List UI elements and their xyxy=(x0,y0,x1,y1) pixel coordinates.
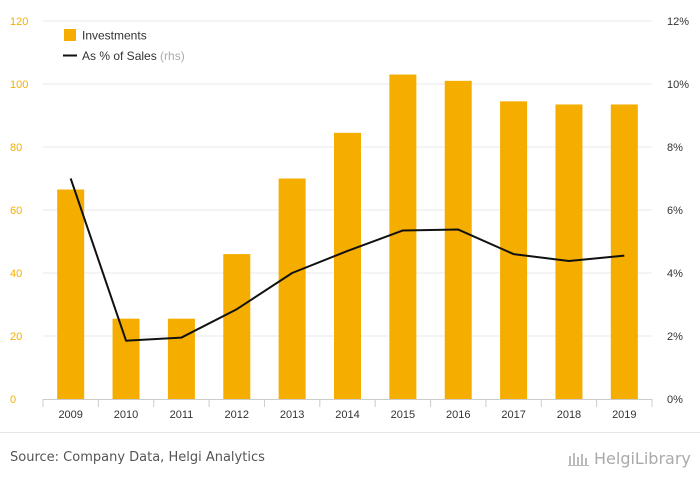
bar-investments xyxy=(334,132,361,399)
x-tick-label: 2009 xyxy=(58,409,82,421)
bar-investments xyxy=(444,80,472,399)
y-left-tick-label: 0 xyxy=(10,394,16,406)
bar-investments xyxy=(112,318,140,399)
x-tick-label: 2014 xyxy=(335,409,359,421)
bar-investments xyxy=(610,104,638,399)
library-icon xyxy=(568,450,590,470)
x-tick-label: 2013 xyxy=(280,409,304,421)
source-note: Source: Company Data, Helgi Analytics xyxy=(10,450,265,465)
legend-swatch-investments xyxy=(64,29,76,41)
y-right-tick-label: 6% xyxy=(667,205,683,217)
x-tick-label: 2018 xyxy=(557,409,581,421)
x-tick-label: 2011 xyxy=(170,409,194,421)
x-tick-label: 2016 xyxy=(446,409,470,421)
y-right-tick-label: 8% xyxy=(667,142,683,154)
x-tick-label: 2015 xyxy=(391,409,415,421)
brand-logo[interactable]: HelgiLibrary xyxy=(568,449,691,470)
bar-investments xyxy=(57,189,85,399)
y-left-tick-label: 120 xyxy=(10,16,28,28)
y-right-tick-label: 4% xyxy=(667,268,683,280)
bar-investments xyxy=(555,104,583,399)
y-right-tick-label: 2% xyxy=(667,331,683,343)
bar-investments xyxy=(223,254,251,399)
legend-label-investments: Investments xyxy=(82,29,147,43)
x-tick-label: 2019 xyxy=(612,409,636,421)
y-right-tick-label: 0% xyxy=(667,394,683,406)
y-left-tick-label: 40 xyxy=(10,268,22,280)
x-tick-label: 2012 xyxy=(225,409,249,421)
x-tick-label: 2017 xyxy=(501,409,525,421)
legend-rhs-suffix: (rhs) xyxy=(160,49,185,63)
legend-label-pct-of-sales: As % of Sales (rhs) xyxy=(82,49,185,63)
y-right-tick-label: 10% xyxy=(667,79,689,91)
y-left-tick-label: 100 xyxy=(10,79,28,91)
bar-investments xyxy=(278,178,306,399)
bar-investments xyxy=(389,74,417,400)
y-right-tick-label: 12% xyxy=(667,16,689,28)
x-tick-label: 2010 xyxy=(114,409,138,421)
y-left-tick-label: 60 xyxy=(10,205,22,217)
line-pct-of-sales xyxy=(69,178,625,342)
y-left-tick-label: 20 xyxy=(10,331,22,343)
chart: 0 20 40 60 80 100 120 0% 2% 4% 6% 8% 10% 12% 2009 2010 2… xyxy=(10,16,689,421)
footer-divider xyxy=(0,432,700,433)
bar-investments xyxy=(167,318,195,399)
y-left-tick-label: 80 xyxy=(10,142,22,154)
brand-name: HelgiLibrary xyxy=(594,449,691,468)
